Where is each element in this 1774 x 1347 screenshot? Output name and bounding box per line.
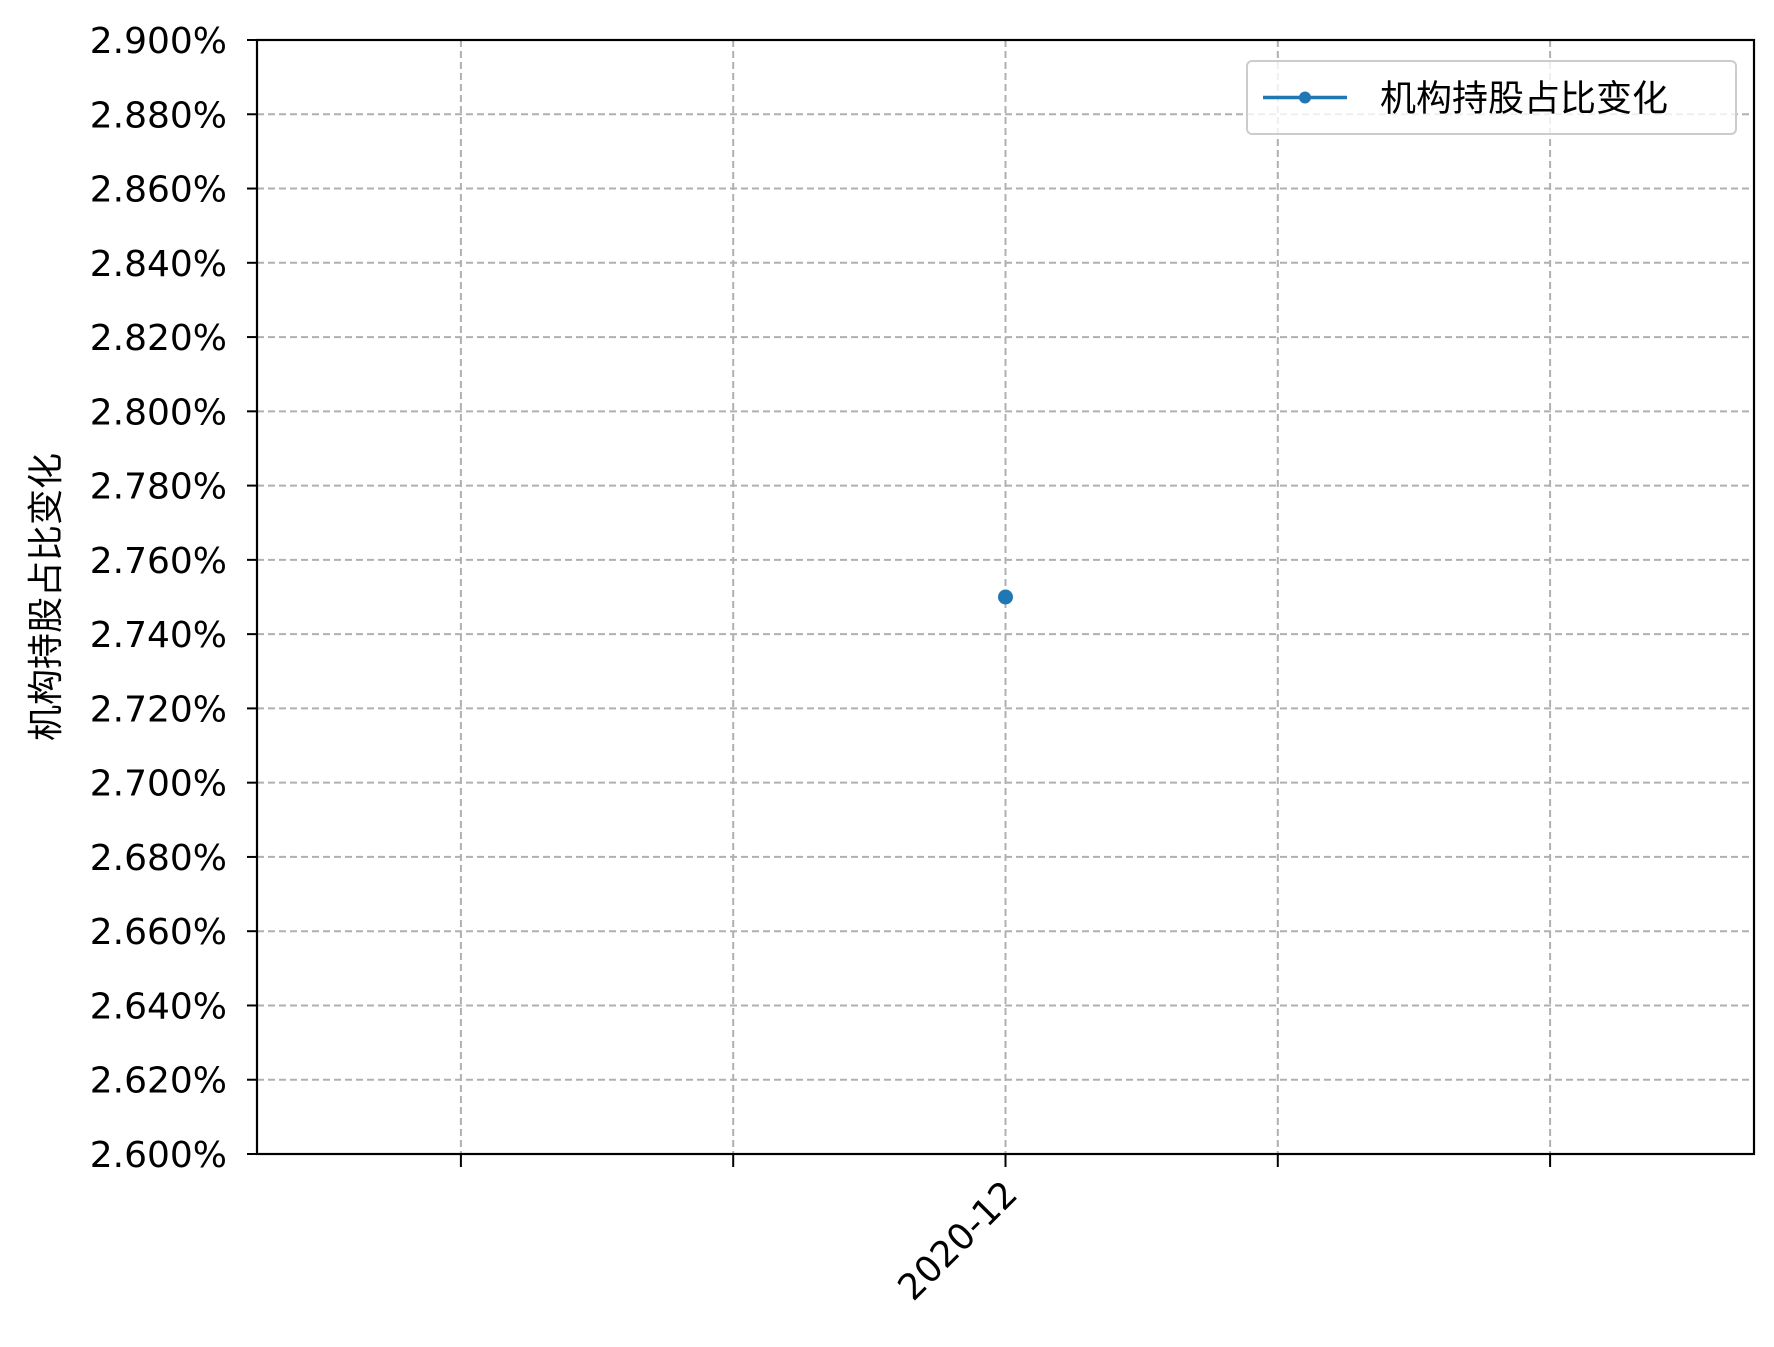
y-tick-label: 2.780% [90,467,227,508]
y-tick-label: 2.640% [90,986,227,1027]
y-axis-title: 机构持股占比变化 [26,453,67,741]
y-tick-label: 2.660% [90,912,227,953]
y-tick-label: 2.620% [90,1061,227,1102]
y-tick-label: 2.800% [90,392,227,433]
y-tick-label: 2.740% [90,615,227,656]
legend-label: 机构持股占比变化 [1380,79,1668,120]
legend-box [1246,60,1737,135]
y-tick-label: 2.900% [90,21,227,62]
y-tick-label: 2.860% [90,170,227,211]
series-layer [998,589,1013,605]
y-tick-label: 2.820% [90,318,227,359]
y-tick-label: 2.760% [90,541,227,582]
y-tick-label: 2.720% [90,689,227,730]
legend: 机构持股占比变化 [1246,60,1737,135]
legend-marker-icon [1299,91,1311,104]
y-tick-label: 2.840% [90,244,227,285]
y-axis: 2.600% 2.620% 2.640% 2.660% 2.680% 2.700% 2.72… [90,21,257,1176]
y-tick-label: 2.680% [90,838,227,879]
data-point [998,589,1013,605]
y-tick-label: 2.700% [90,764,227,805]
y-tick-label: 2.600% [90,1135,227,1176]
y-tick-label: 2.880% [90,95,227,136]
